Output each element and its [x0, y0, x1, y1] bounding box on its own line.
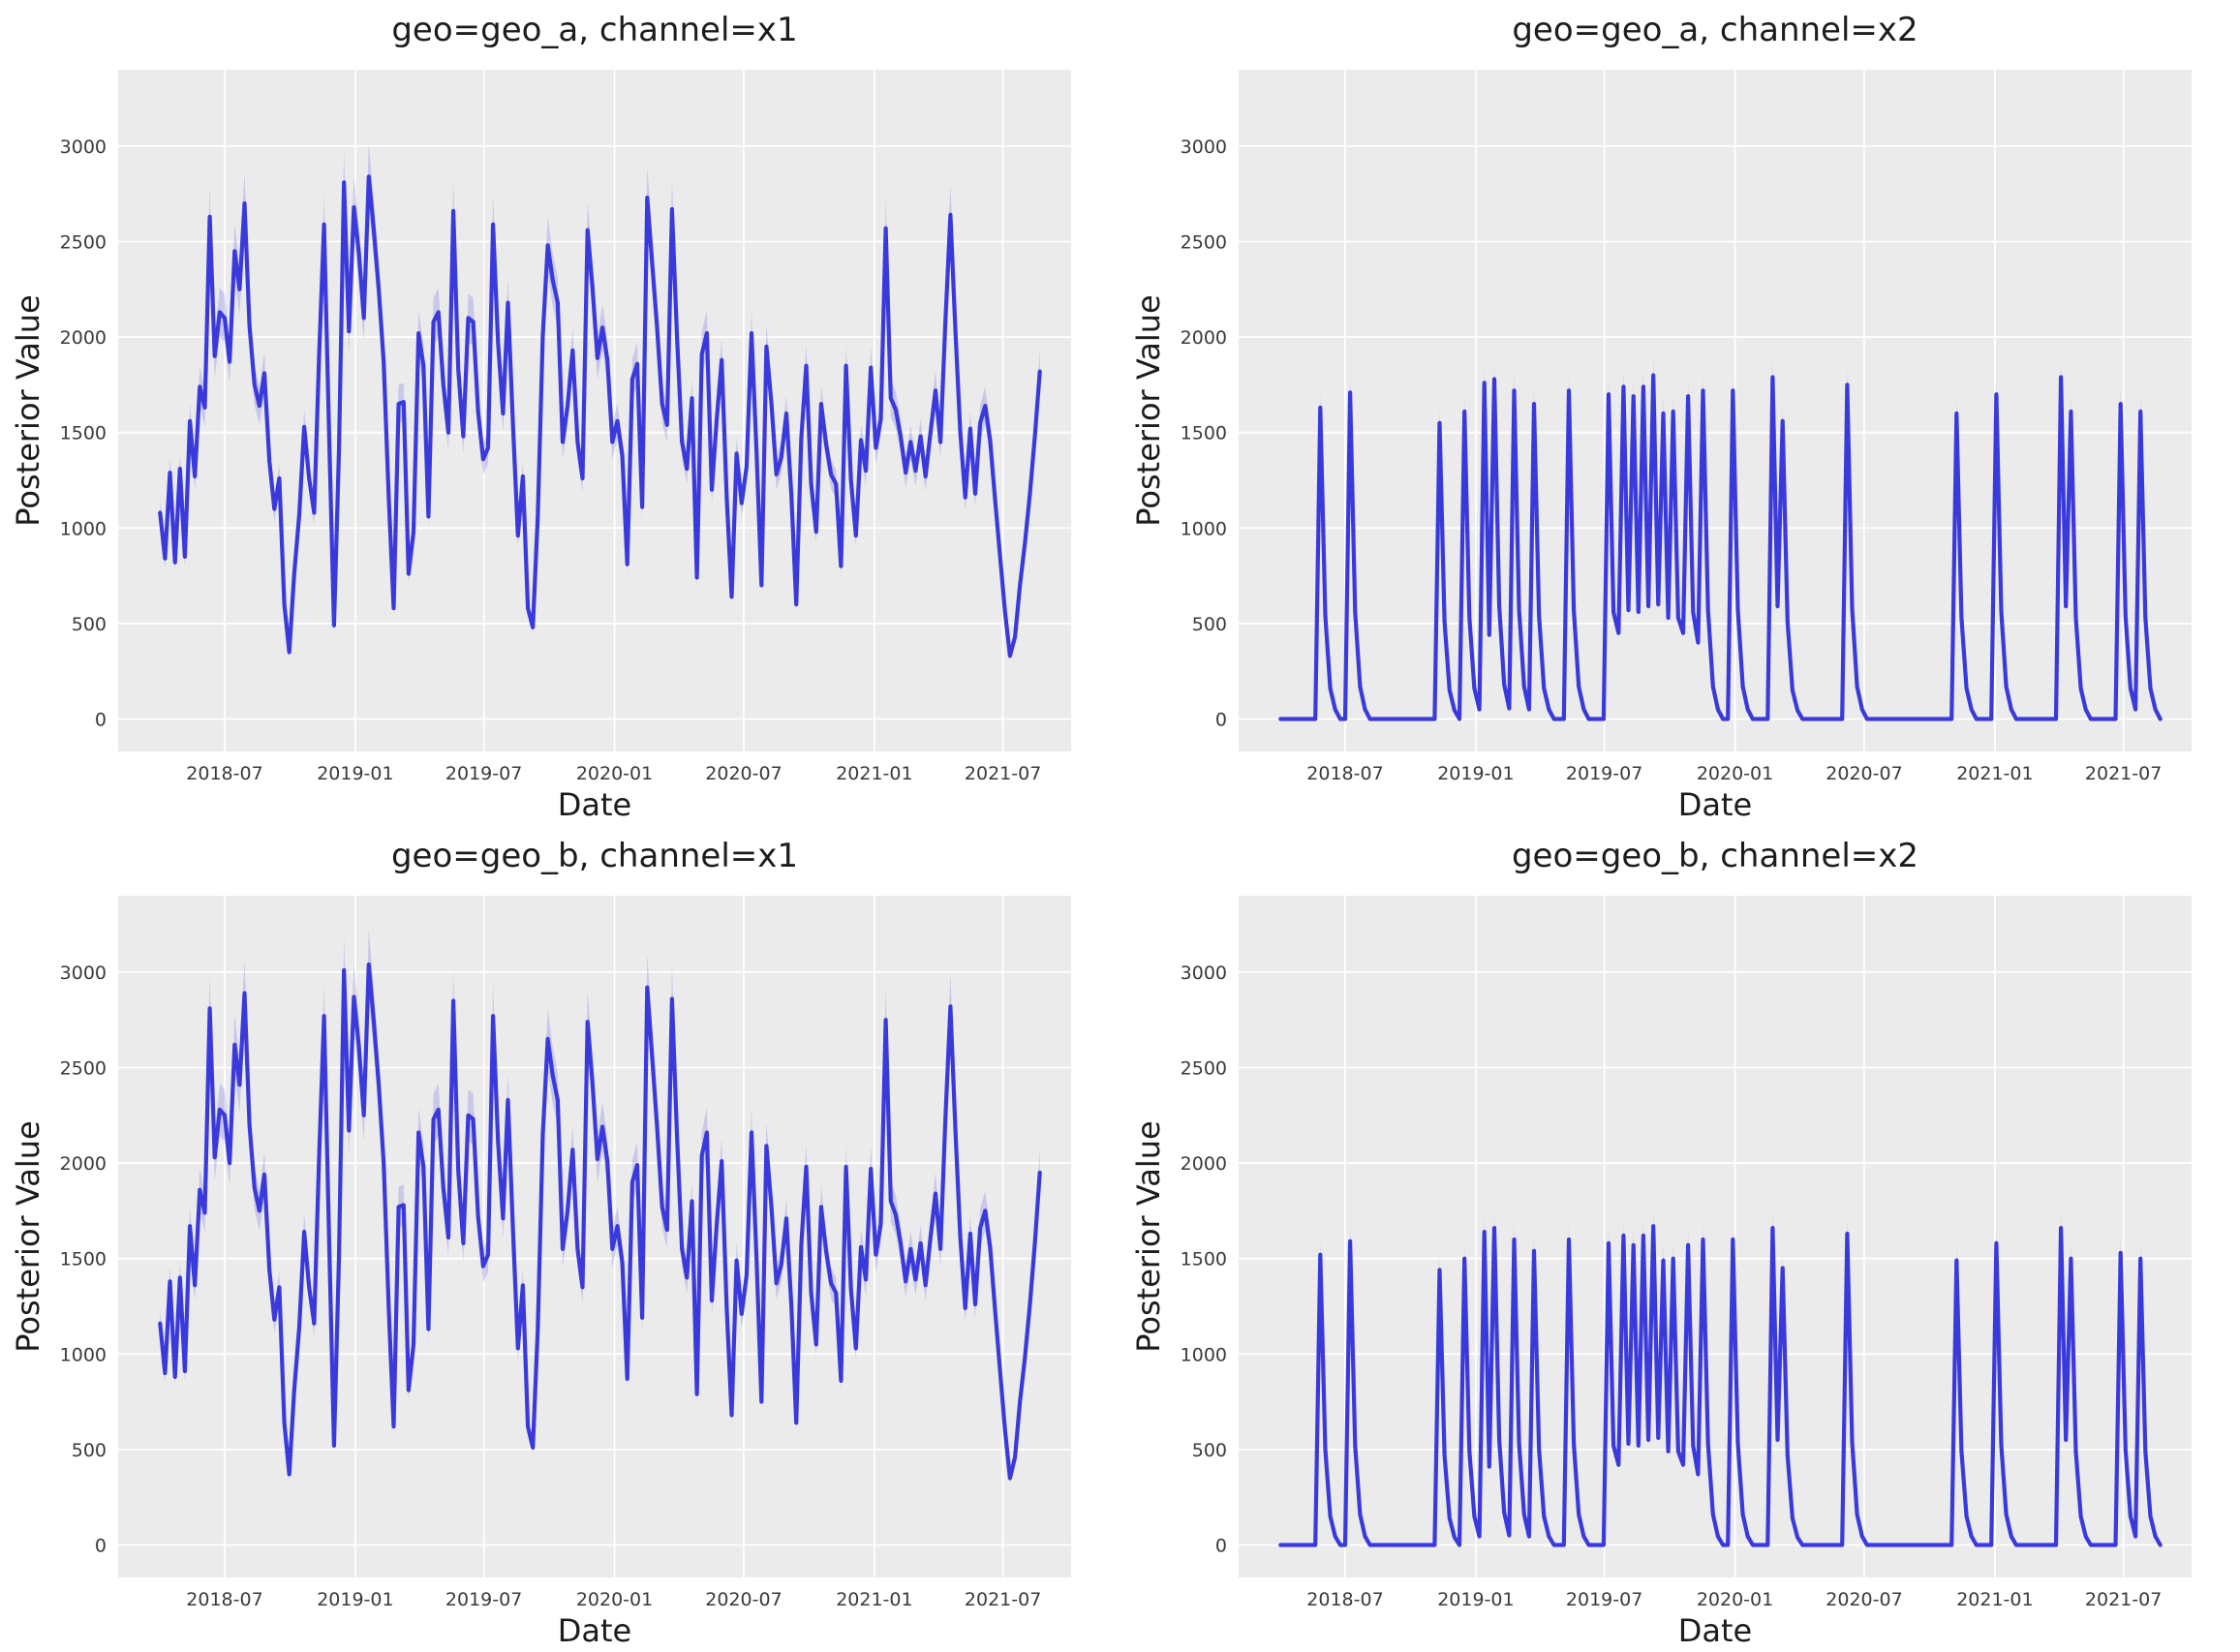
y-tick-label: 2000 — [1181, 327, 1227, 349]
y-tick-label: 2000 — [60, 327, 107, 349]
chart-title: geo=geo_a, channel=x2 — [1512, 11, 1918, 49]
x-tick-label: 2020-01 — [576, 1589, 653, 1610]
y-tick-label: 1500 — [1181, 1249, 1227, 1270]
y-tick-label: 3000 — [1181, 137, 1227, 158]
chart-title: geo=geo_b, channel=x2 — [1512, 837, 1918, 875]
y-axis-label: Posterior Value — [1130, 1120, 1167, 1352]
x-tick-label: 2021-07 — [2085, 1589, 2162, 1610]
y-tick-label: 500 — [72, 614, 107, 635]
x-tick-label: 2019-01 — [317, 763, 393, 784]
x-tick-label: 2019-01 — [317, 1589, 393, 1610]
y-tick-label: 0 — [95, 1535, 107, 1556]
posterior-line — [158, 962, 1042, 1481]
y-tick-label: 0 — [1215, 1535, 1227, 1556]
y-tick-label: 1500 — [60, 423, 107, 444]
x-tick-label: 2020-01 — [1697, 1589, 1773, 1610]
y-tick-label: 500 — [1192, 614, 1227, 635]
y-axis-label: Posterior Value — [10, 1120, 46, 1352]
x-tick-label: 2021-01 — [1956, 1589, 2033, 1610]
x-tick-label: 2021-01 — [836, 763, 912, 784]
x-tick-label: 2020-01 — [1697, 763, 1773, 784]
subplot-geo-geo-b-channel-x1: 0 500 1000 1500 2000 2500 3000 2018-07 2019-01 20… — [10, 837, 1071, 1649]
x-tick-label: 2018-07 — [1306, 763, 1383, 784]
x-tick-label: 2019-07 — [445, 763, 522, 784]
x-tick-label: 2019-07 — [1566, 763, 1642, 784]
x-tick-label: 2018-07 — [186, 1589, 262, 1610]
x-tick-label: 2021-07 — [965, 763, 1041, 784]
y-tick-label: 500 — [1192, 1440, 1227, 1461]
x-tick-label: 2019-07 — [445, 1589, 522, 1610]
subplot-geo-geo-a-channel-x2: 0 500 1000 1500 2000 2500 3000 2018-07 2019-01 20… — [1130, 11, 2192, 823]
posterior-line — [1278, 373, 2163, 721]
x-tick-label: 2019-01 — [1437, 1589, 1514, 1610]
x-tick-label: 2018-07 — [186, 763, 262, 784]
x-tick-label: 2020-07 — [705, 763, 782, 784]
y-tick-label: 2500 — [60, 231, 107, 253]
y-axis-label: Posterior Value — [10, 294, 46, 526]
posterior-line — [158, 174, 1042, 658]
x-tick-label: 2021-01 — [1956, 763, 2033, 784]
x-tick-label: 2020-07 — [1826, 763, 1902, 784]
y-tick-label: 3000 — [60, 137, 107, 158]
y-tick-label: 2000 — [60, 1153, 107, 1175]
plot-area — [118, 70, 1071, 751]
y-tick-label: 1500 — [60, 1249, 107, 1270]
y-tick-label: 2500 — [1181, 231, 1227, 253]
subplot-geo-geo-b-channel-x2: 0 500 1000 1500 2000 2500 3000 2018-07 2019-01 20… — [1130, 837, 2192, 1649]
x-axis-label: Date — [1678, 786, 1752, 823]
y-tick-label: 0 — [1215, 709, 1227, 730]
x-tick-label: 2021-01 — [836, 1589, 912, 1610]
chart-title: geo=geo_b, channel=x1 — [391, 837, 798, 875]
x-tick-label: 2019-01 — [1437, 763, 1514, 784]
y-tick-label: 1000 — [1181, 1344, 1227, 1365]
x-tick-label: 2020-07 — [705, 1589, 782, 1610]
posterior-line — [1278, 1224, 2163, 1547]
y-tick-label: 2000 — [1181, 1153, 1227, 1175]
chart-title: geo=geo_a, channel=x1 — [391, 11, 797, 49]
plot-area — [1239, 70, 2192, 751]
y-tick-label: 1500 — [1181, 423, 1227, 444]
y-tick-label: 2500 — [60, 1057, 107, 1079]
y-tick-label: 3000 — [60, 963, 107, 984]
x-tick-label: 2019-07 — [1566, 1589, 1642, 1610]
x-axis-label: Date — [558, 1612, 631, 1649]
y-tick-label: 500 — [72, 1440, 107, 1461]
plot-area — [118, 896, 1071, 1577]
x-axis-label: Date — [558, 786, 631, 823]
x-tick-label: 2021-07 — [2085, 763, 2162, 784]
x-axis-label: Date — [1678, 1612, 1752, 1649]
x-tick-label: 2020-01 — [576, 763, 653, 784]
y-axis-label: Posterior Value — [1130, 294, 1167, 526]
y-tick-label: 1000 — [1181, 518, 1227, 539]
y-tick-label: 1000 — [60, 518, 107, 539]
y-tick-label: 1000 — [60, 1344, 107, 1365]
subplot-geo-geo-a-channel-x1: 0 500 1000 1500 2000 2500 3000 2018-07 2019-01 20… — [10, 11, 1071, 823]
x-tick-label: 2018-07 — [1306, 1589, 1383, 1610]
y-tick-label: 0 — [95, 709, 107, 730]
y-tick-label: 2500 — [1181, 1057, 1227, 1079]
x-tick-label: 2021-07 — [965, 1589, 1041, 1610]
plot-area — [1239, 896, 2192, 1577]
x-tick-label: 2020-07 — [1826, 1589, 1902, 1610]
y-tick-label: 3000 — [1181, 963, 1227, 984]
